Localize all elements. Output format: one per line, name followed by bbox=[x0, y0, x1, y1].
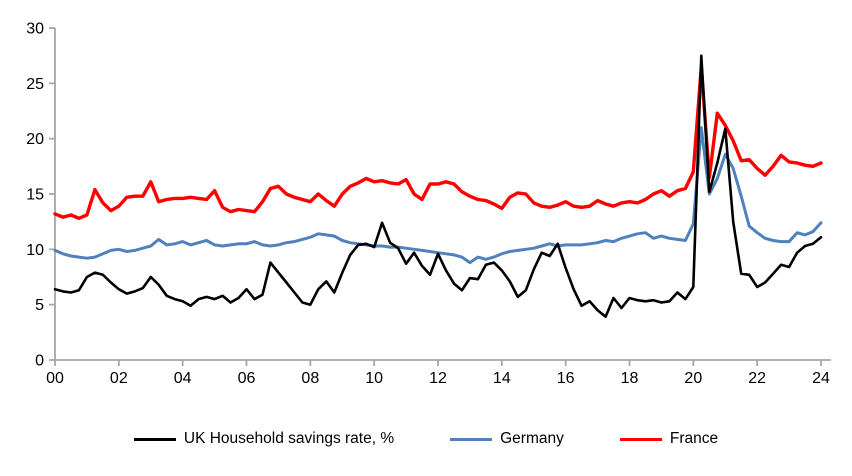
chart-legend: UK Household savings rate, % Germany Fra… bbox=[0, 424, 852, 454]
x-tick-label: 24 bbox=[812, 370, 830, 387]
y-tick-label: 0 bbox=[35, 353, 44, 370]
savings-rate-chart: 0 5 10 15 20 25 30 00 02 04 06 08 10 12 14 16 18 20 22 24 bbox=[26, 21, 831, 387]
uk-line-swatch bbox=[133, 437, 176, 441]
legend-item-france: France bbox=[619, 430, 719, 448]
legend-item-uk: UK Household savings rate, % bbox=[133, 430, 395, 448]
y-tick-label: 10 bbox=[26, 242, 44, 259]
uk-legend-label: UK Household savings rate, % bbox=[183, 430, 395, 447]
y-tick-label: 25 bbox=[26, 76, 44, 93]
france-legend-label: France bbox=[669, 430, 719, 447]
x-tick-label: 18 bbox=[621, 370, 639, 387]
x-tick-label: 22 bbox=[748, 370, 766, 387]
x-tick-label: 06 bbox=[238, 370, 256, 387]
x-tick-label: 10 bbox=[365, 370, 383, 387]
y-tick-label: 5 bbox=[35, 297, 44, 314]
france-series-line bbox=[53, 64, 823, 221]
x-tick-label: 14 bbox=[493, 370, 511, 387]
x-tick-label: 02 bbox=[110, 370, 128, 387]
x-tick-label: 20 bbox=[684, 370, 702, 387]
legend-item-germany: Germany bbox=[450, 430, 564, 448]
x-tick-label: 08 bbox=[301, 370, 319, 387]
x-tick-label: 12 bbox=[429, 370, 447, 387]
germany-line-swatch bbox=[450, 437, 493, 441]
france-line-swatch bbox=[619, 437, 662, 441]
x-tick-label: 16 bbox=[557, 370, 575, 387]
x-tick-label: 04 bbox=[174, 370, 192, 387]
x-tick-label: 00 bbox=[46, 370, 64, 387]
uk-series-line bbox=[53, 54, 823, 319]
y-tick-label: 30 bbox=[26, 21, 44, 38]
germany-legend-label: Germany bbox=[500, 430, 564, 447]
y-tick-label: 20 bbox=[26, 131, 44, 148]
y-tick-label: 15 bbox=[26, 187, 44, 204]
